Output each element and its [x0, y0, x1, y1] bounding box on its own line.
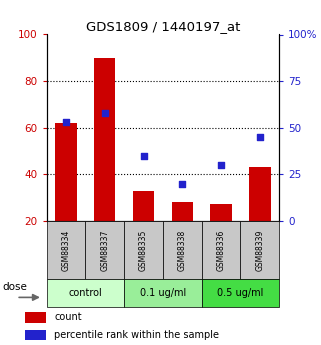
Point [102, 110, 107, 116]
Text: GSM88338: GSM88338 [178, 229, 187, 271]
Bar [163, 221, 202, 279]
Bar [249, 167, 271, 221]
Bar [172, 202, 193, 221]
Point [257, 134, 263, 140]
Text: percentile rank within the sample: percentile rank within the sample [55, 330, 220, 340]
Point [219, 162, 224, 168]
Bar [211, 205, 232, 221]
Text: 0.1 ug/ml: 0.1 ug/ml [140, 288, 186, 298]
Text: GSM88336: GSM88336 [217, 229, 226, 271]
Point [141, 153, 146, 158]
Bar [47, 221, 85, 279]
Bar [25, 330, 46, 341]
Bar [202, 279, 279, 307]
Text: dose: dose [2, 282, 27, 292]
Text: GSM88335: GSM88335 [139, 229, 148, 271]
Point [180, 181, 185, 186]
Bar [240, 221, 279, 279]
Bar [25, 312, 46, 323]
Text: GSM88334: GSM88334 [61, 229, 70, 271]
Bar [85, 221, 124, 279]
Bar [55, 123, 77, 221]
Bar [94, 58, 115, 221]
Text: count: count [55, 312, 82, 322]
Title: GDS1809 / 1440197_at: GDS1809 / 1440197_at [86, 20, 240, 33]
Bar [202, 221, 240, 279]
Text: control: control [68, 288, 102, 298]
Text: GSM88339: GSM88339 [256, 229, 265, 271]
Bar [133, 190, 154, 221]
Text: 0.5 ug/ml: 0.5 ug/ml [217, 288, 264, 298]
Text: GSM88337: GSM88337 [100, 229, 109, 271]
Bar [47, 279, 124, 307]
Bar [124, 279, 202, 307]
Point [63, 119, 68, 125]
Bar [124, 221, 163, 279]
